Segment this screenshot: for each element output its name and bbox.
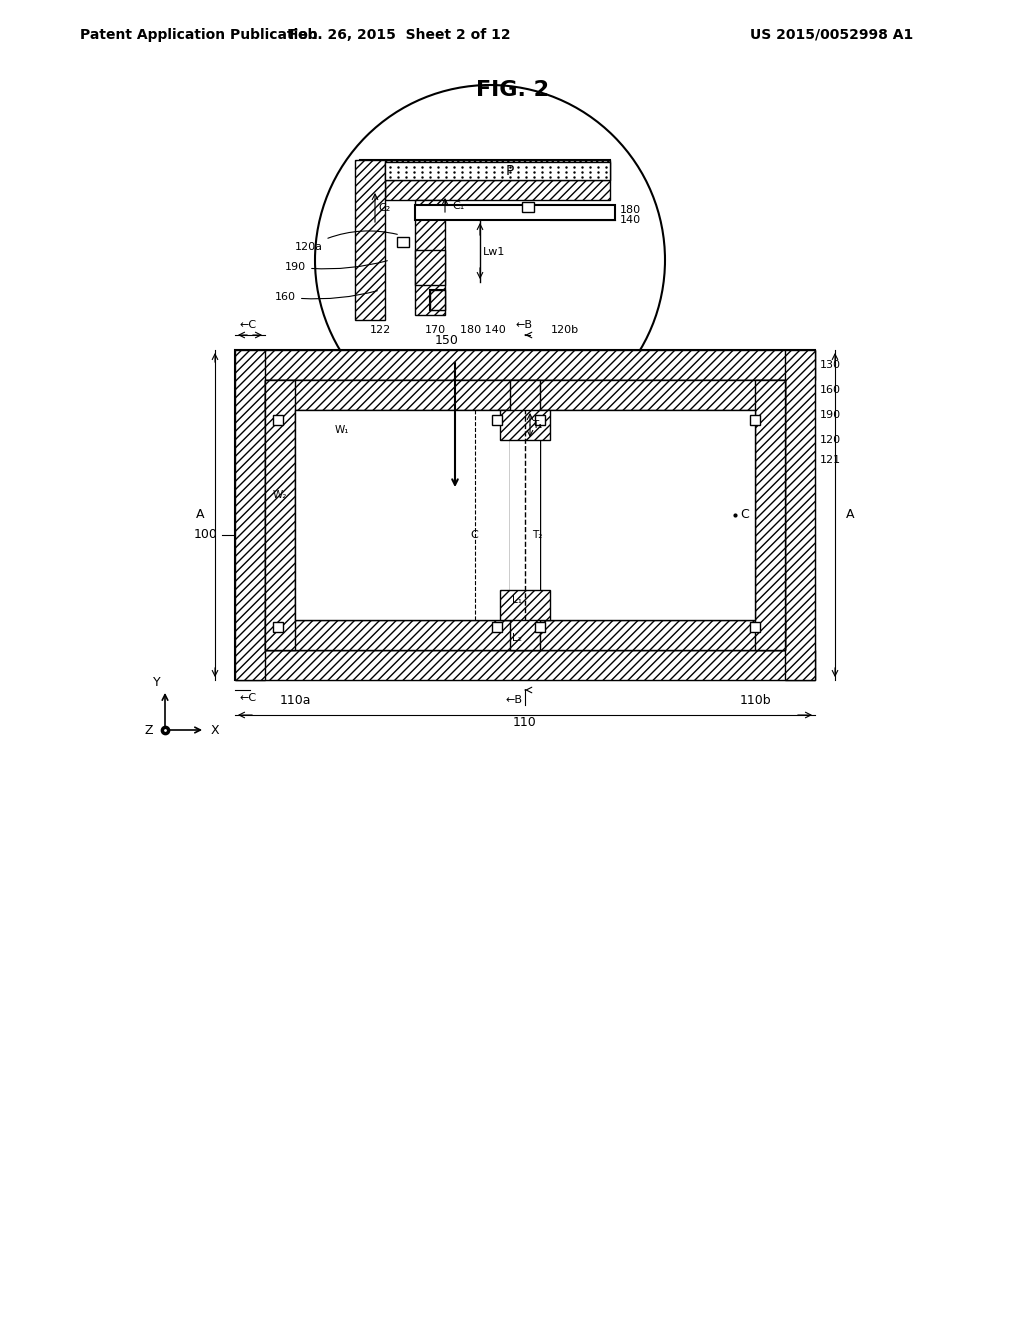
Bar	[522, 202, 534, 213]
Text: 130: 130	[820, 360, 841, 370]
Text: 160: 160	[820, 385, 841, 395]
Text: T₁: T₁	[532, 420, 543, 430]
Bar	[234, 350, 265, 680]
Text: A: A	[196, 508, 204, 521]
Text: 110: 110	[513, 715, 537, 729]
Text: 150: 150	[435, 334, 459, 346]
Bar	[360, 160, 610, 180]
Text: 110b: 110b	[739, 693, 771, 706]
Text: C: C	[740, 508, 749, 521]
Text: 190: 190	[285, 261, 387, 272]
Text: 190: 190	[820, 411, 841, 420]
Text: 160: 160	[275, 290, 377, 302]
Bar	[785, 350, 815, 680]
Text: W₁: W₁	[335, 425, 349, 436]
Bar	[265, 380, 785, 649]
Text: 100: 100	[195, 528, 218, 541]
Bar	[510, 411, 540, 620]
Bar	[265, 620, 785, 649]
Text: T₂: T₂	[532, 531, 543, 540]
Bar	[535, 622, 545, 632]
Text: 120: 120	[820, 436, 841, 445]
Text: L₂: L₂	[512, 634, 522, 643]
Bar	[535, 414, 545, 425]
Bar	[415, 201, 445, 315]
Bar	[360, 160, 610, 180]
Text: Lw1: Lw1	[483, 247, 506, 257]
Text: 120b: 120b	[551, 325, 579, 335]
Bar	[265, 380, 785, 411]
Text: US 2015/0052998 A1: US 2015/0052998 A1	[750, 28, 913, 42]
Bar	[265, 380, 295, 649]
Bar	[750, 414, 760, 425]
Bar	[397, 238, 409, 247]
Bar	[355, 160, 385, 319]
Text: 121: 121	[820, 455, 841, 465]
Bar	[385, 162, 610, 180]
Bar	[492, 414, 502, 425]
Text: Z: Z	[144, 723, 153, 737]
Text: A: A	[846, 508, 854, 521]
Bar	[750, 622, 760, 632]
Bar	[500, 411, 550, 440]
Text: C₂: C₂	[378, 203, 390, 213]
Text: 180: 180	[620, 205, 641, 215]
Text: P: P	[506, 164, 514, 178]
Bar	[755, 380, 785, 649]
Bar	[500, 590, 550, 620]
Text: C: C	[470, 531, 478, 540]
Text: Feb. 26, 2015  Sheet 2 of 12: Feb. 26, 2015 Sheet 2 of 12	[289, 28, 511, 42]
Text: 122: 122	[370, 325, 390, 335]
Text: FIG. 2: FIG. 2	[475, 81, 549, 100]
Text: L₁: L₁	[512, 595, 522, 605]
Bar	[234, 350, 815, 380]
Text: ←C: ←C	[240, 693, 257, 704]
Text: ←B: ←B	[515, 319, 532, 330]
Bar	[415, 249, 445, 285]
Circle shape	[315, 84, 665, 436]
Text: 110a: 110a	[280, 693, 310, 706]
Text: ←B: ←B	[505, 696, 522, 705]
Bar	[415, 205, 615, 220]
Text: Patent Application Publication: Patent Application Publication	[80, 28, 317, 42]
Bar	[273, 622, 283, 632]
Bar	[273, 414, 283, 425]
Text: 180 140: 180 140	[460, 325, 506, 335]
Text: C₁: C₁	[452, 201, 464, 211]
Text: X: X	[211, 723, 219, 737]
Bar	[385, 180, 610, 201]
Bar	[430, 290, 445, 310]
Text: W₂: W₂	[273, 490, 288, 500]
Text: 140: 140	[620, 215, 641, 224]
Bar	[510, 380, 540, 649]
Bar	[295, 411, 755, 620]
Text: ←C: ←C	[240, 319, 257, 330]
Bar	[492, 622, 502, 632]
Bar	[430, 290, 445, 310]
Text: 120a: 120a	[295, 231, 397, 252]
Bar	[234, 350, 815, 680]
Text: Y: Y	[154, 676, 161, 689]
Bar	[234, 649, 815, 680]
Text: 170: 170	[424, 325, 445, 335]
